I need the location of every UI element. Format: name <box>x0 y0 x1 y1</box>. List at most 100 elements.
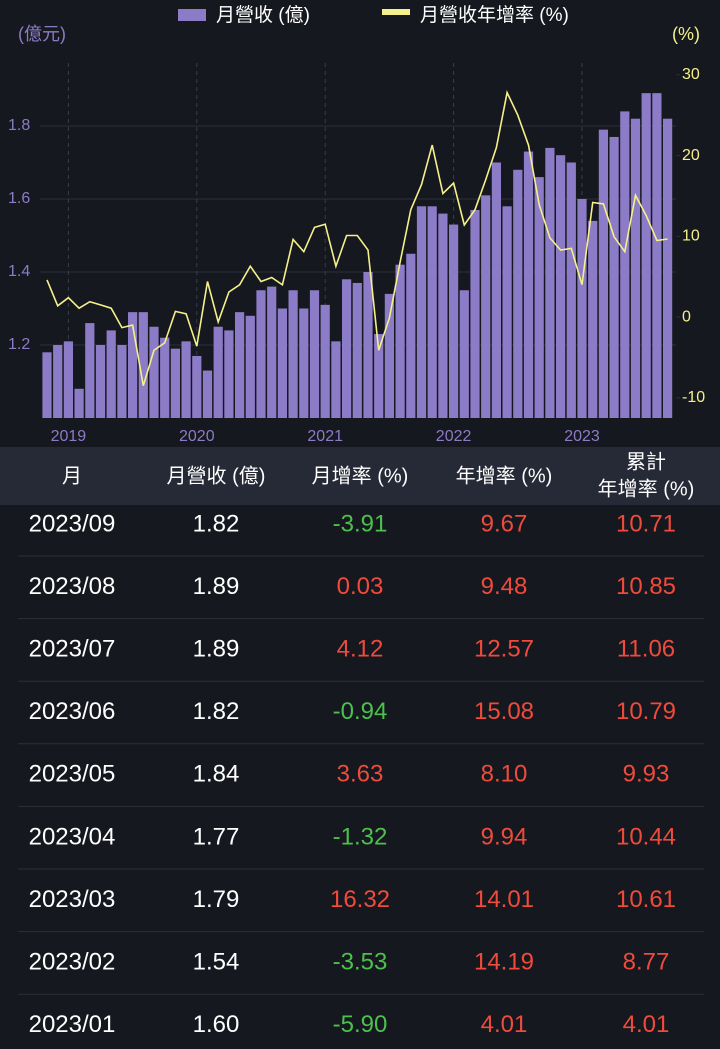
bar <box>513 169 523 418</box>
bar <box>481 195 491 418</box>
table-header: 月營收 (億) <box>167 464 266 487</box>
bar <box>395 264 405 418</box>
bar <box>63 341 73 418</box>
table-cell: 10.79 <box>616 698 676 725</box>
table-cell: 2023/09 <box>29 510 116 537</box>
y-tick-label: 1.4 <box>8 263 30 280</box>
bar <box>85 323 95 418</box>
bar <box>630 118 641 418</box>
table-cell: 4.01 <box>623 1011 670 1038</box>
table-cell: 9.94 <box>481 823 528 850</box>
bar <box>534 177 544 418</box>
table-cell: -1.32 <box>333 823 388 850</box>
bar <box>42 352 52 418</box>
table-cell: 15.08 <box>474 698 534 725</box>
table-header: 年增率 (%) <box>456 464 553 487</box>
table-cell: 9.67 <box>481 510 528 537</box>
bar <box>213 326 223 418</box>
y2-tick-label: 10 <box>682 228 700 245</box>
bar <box>106 330 116 418</box>
bar <box>149 326 159 418</box>
table-cell: 0.03 <box>337 573 384 600</box>
bar <box>459 290 469 418</box>
bar <box>170 348 180 418</box>
bar <box>267 286 277 418</box>
bar <box>235 312 245 418</box>
table-cell: 8.77 <box>623 949 670 976</box>
table-cell: -0.94 <box>333 698 388 725</box>
x-tick-label: 2022 <box>436 428 472 445</box>
bar <box>202 370 213 418</box>
table-cell: 3.63 <box>337 761 384 788</box>
bar <box>502 206 512 418</box>
bar <box>245 315 255 418</box>
bar <box>523 151 534 419</box>
bar <box>277 308 287 418</box>
bar <box>192 355 202 418</box>
x-tick-label: 2021 <box>307 428 343 445</box>
y2-tick-label: 20 <box>682 147 700 164</box>
bar <box>416 206 427 418</box>
table-cell: 1.84 <box>193 761 240 788</box>
bar <box>95 345 106 418</box>
bar <box>566 162 576 418</box>
table-header-bg <box>0 447 720 505</box>
legend-label: 月營收年增率 (%) <box>420 4 569 26</box>
bar <box>438 213 448 418</box>
legend-swatch <box>382 9 410 15</box>
table-cell: 12.57 <box>474 636 534 663</box>
bar <box>652 93 662 419</box>
bar <box>374 334 384 418</box>
bar <box>588 220 598 418</box>
table-cell: 2023/06 <box>29 698 116 725</box>
table-cell: 10.61 <box>616 886 676 913</box>
x-tick-label: 2023 <box>564 428 600 445</box>
table-cell: 10.44 <box>616 823 676 850</box>
table-cell: 1.79 <box>193 886 240 913</box>
bar <box>491 162 501 418</box>
legend-swatch <box>178 9 206 21</box>
bar <box>117 345 127 418</box>
legend-label: 月營收 (億) <box>216 4 310 26</box>
table-cell: 1.82 <box>193 698 240 725</box>
y2-unit: (%) <box>672 24 700 44</box>
bar <box>427 206 437 418</box>
y2-tick-label: 30 <box>682 66 700 83</box>
y-tick-label: 1.8 <box>8 117 30 134</box>
table-cell: 11.06 <box>617 636 675 663</box>
bar <box>74 388 84 418</box>
bar <box>598 129 608 418</box>
y-tick-label: 1.6 <box>8 190 30 207</box>
table-cell: 1.89 <box>193 573 240 600</box>
table-cell: 1.77 <box>193 823 240 850</box>
bar <box>256 290 266 418</box>
table-cell: 2023/05 <box>29 761 116 788</box>
bar <box>641 93 651 419</box>
bar <box>406 253 416 418</box>
table-cell: -3.53 <box>333 949 388 976</box>
table-cell: 1.89 <box>193 636 240 663</box>
bar <box>352 282 362 418</box>
bar <box>128 312 138 418</box>
bar <box>470 209 480 418</box>
y2-tick-label: 0 <box>682 308 691 325</box>
bar <box>224 330 234 418</box>
table-cell: 4.12 <box>337 636 384 663</box>
table-cell: -5.90 <box>333 1011 388 1038</box>
y-unit: (億元) <box>18 24 66 44</box>
bar <box>384 293 394 418</box>
table-cell: 4.01 <box>481 1011 528 1038</box>
bar <box>363 272 373 418</box>
table-header: 月 <box>62 465 82 487</box>
y-tick-label: 1.2 <box>8 336 30 353</box>
table-cell: 14.19 <box>474 949 534 976</box>
bar <box>53 345 63 418</box>
table-cell: 2023/08 <box>29 573 116 600</box>
table-cell: 14.01 <box>474 886 534 913</box>
bar <box>299 308 309 418</box>
bar <box>577 199 587 418</box>
x-tick-label: 2019 <box>51 428 87 445</box>
table-cell: 2023/04 <box>29 823 116 850</box>
